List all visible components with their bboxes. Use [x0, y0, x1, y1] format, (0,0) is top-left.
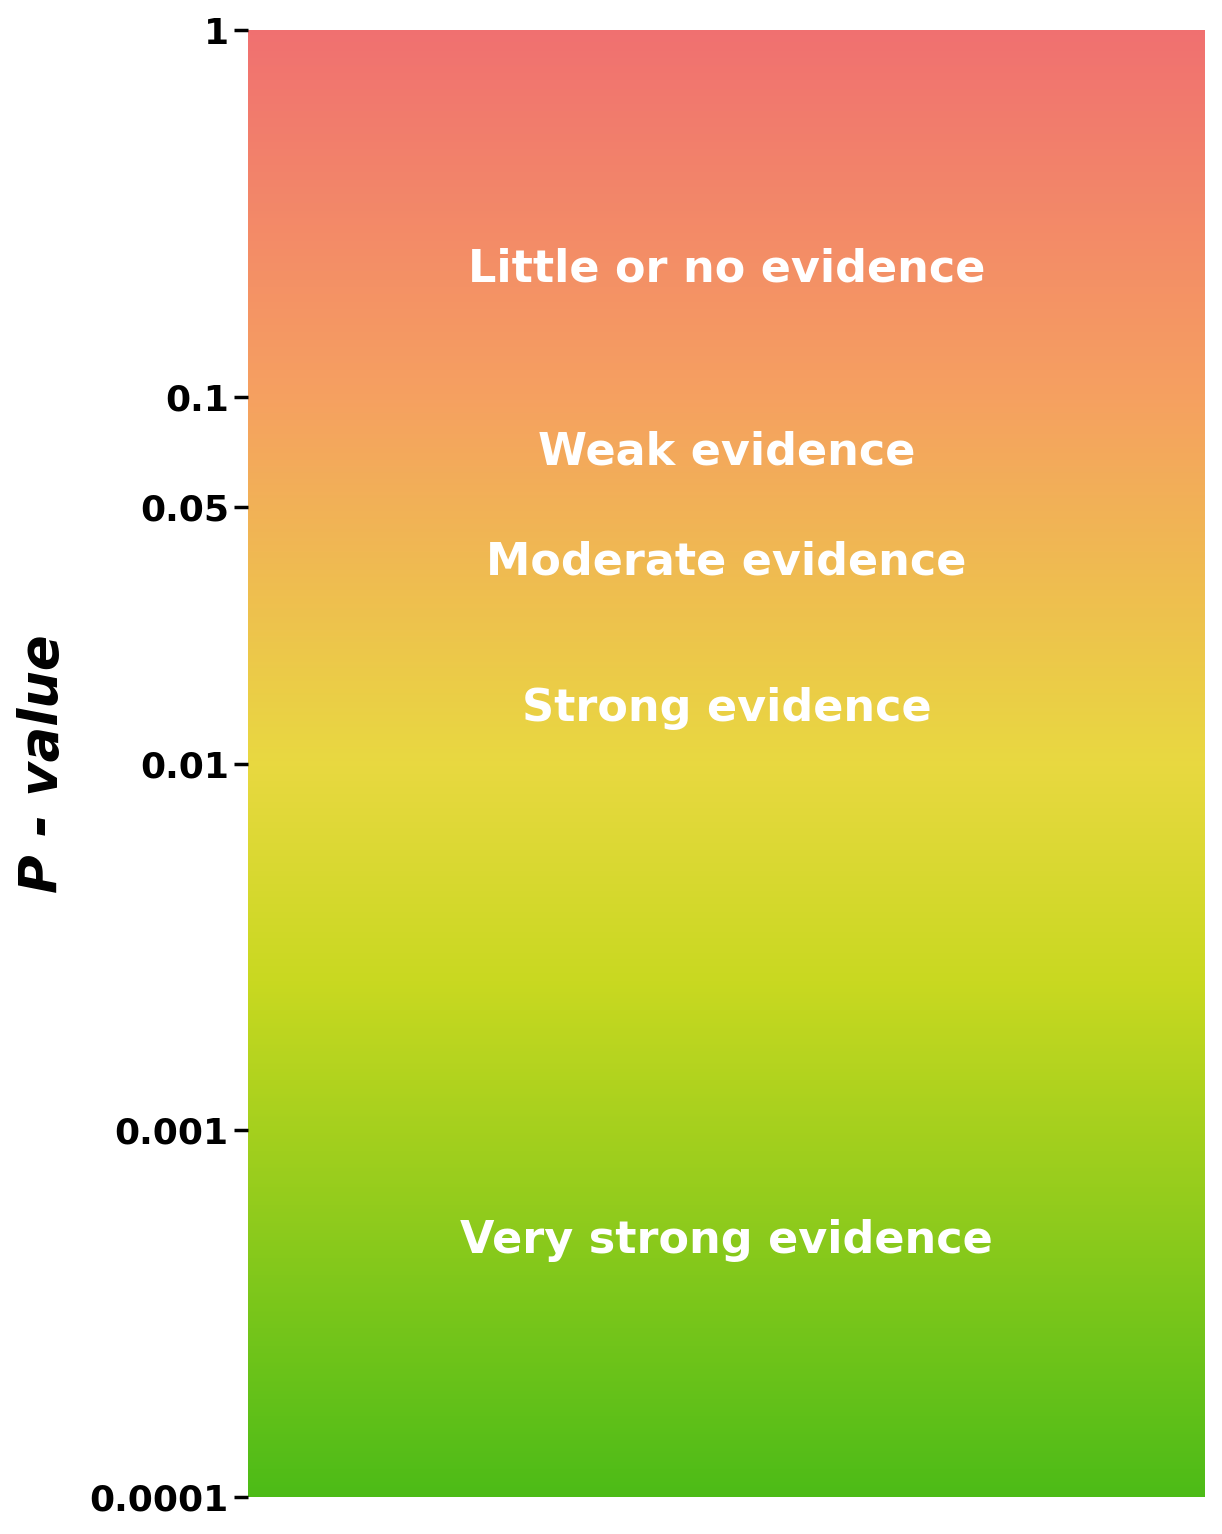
Text: Weak evidence: Weak evidence: [538, 431, 915, 474]
Y-axis label: P - value: P - value: [17, 634, 68, 893]
Text: Strong evidence: Strong evidence: [522, 687, 931, 730]
Text: Very strong evidence: Very strong evidence: [459, 1218, 992, 1261]
Text: Little or no evidence: Little or no evidence: [468, 247, 985, 290]
Text: Moderate evidence: Moderate evidence: [486, 540, 967, 583]
